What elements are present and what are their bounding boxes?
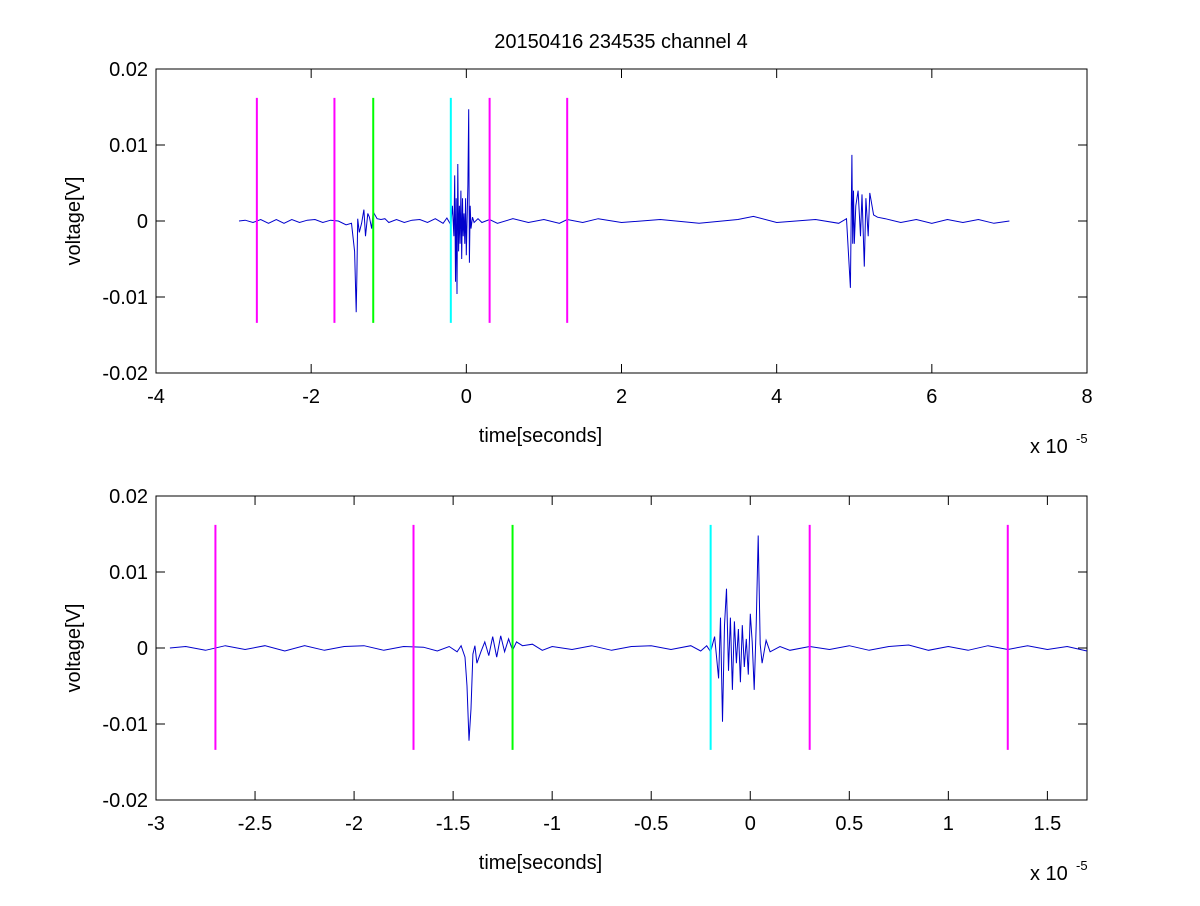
- x-tick-label: -2: [345, 813, 363, 835]
- x-tick-label: 1: [943, 813, 954, 835]
- x-tick-label: 1.5: [1033, 813, 1061, 835]
- x-tick-label: 8: [1081, 386, 1092, 408]
- y-tick-label: 0: [137, 211, 148, 233]
- x-tick-label: 6: [926, 386, 937, 408]
- x-tick-label: -3: [147, 813, 165, 835]
- y-tick-label: -0.01: [102, 714, 148, 736]
- y-tick-label: -0.01: [102, 287, 148, 309]
- x-tick-label: -2.5: [238, 813, 272, 835]
- x-axis-multiplier: x 10: [1030, 863, 1068, 885]
- top-axes: -4 -2 0 2 4 6 8 -0.02 -0.01 0 0.01 0.02 time[seconds…: [63, 59, 1093, 458]
- x-tick-label: -1.5: [436, 813, 470, 835]
- y-tick-label: -0.02: [102, 790, 148, 812]
- x-tick-label: 0: [745, 813, 756, 835]
- y-tick-label: 0.02: [109, 486, 148, 508]
- y-tick-label: 0.02: [109, 59, 148, 81]
- x-axis-multiplier-exponent: -5: [1076, 858, 1088, 873]
- y-axis-label: voltage[V]: [63, 177, 85, 266]
- y-tick-label: 0.01: [109, 135, 148, 157]
- y-axis-label: voltage[V]: [63, 604, 85, 693]
- data-layer: [169, 524, 1087, 750]
- x-tick-label: 4: [771, 386, 782, 408]
- x-tick-label: 0: [461, 386, 472, 408]
- x-axis-multiplier-exponent: -5: [1076, 431, 1088, 446]
- y-tick-label: 0: [137, 638, 148, 660]
- x-tick-label: 2: [616, 386, 627, 408]
- signal-trace: [169, 535, 1087, 741]
- signal-trace: [238, 109, 1010, 313]
- x-tick-label: -2: [302, 386, 320, 408]
- figure-title: 20150416 234535 channel 4: [494, 31, 748, 53]
- x-tick-label: 0.5: [835, 813, 863, 835]
- x-tick-label: -1: [543, 813, 561, 835]
- x-tick-label: -4: [147, 386, 165, 408]
- x-axis-label: time[seconds]: [479, 852, 602, 874]
- y-tick-label: -0.02: [102, 363, 148, 385]
- data-layer: [238, 97, 1010, 323]
- x-axis-label: time[seconds]: [479, 425, 602, 447]
- x-tick-label: -0.5: [634, 813, 668, 835]
- bottom-axes: -3 -2.5 -2 -1.5 -1 -0.5 0 0.5 1 1.5 -0.02 -0.01 0 0.0…: [63, 486, 1088, 885]
- x-axis-multiplier: x 10: [1030, 436, 1068, 458]
- y-tick-label: 0.01: [109, 562, 148, 584]
